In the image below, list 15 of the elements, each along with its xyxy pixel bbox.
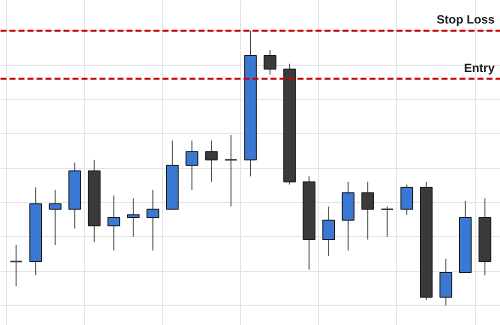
candlestick	[146, 190, 160, 251]
candlestick	[224, 134, 238, 208]
candlestick	[205, 140, 218, 182]
candlestick	[126, 198, 140, 238]
candlestick	[186, 140, 198, 191]
ref-line-label: Entry	[464, 60, 495, 75]
candlestick	[48, 190, 62, 246]
candlestick	[264, 49, 276, 76]
candlestick	[361, 181, 374, 240]
ref-line-label: Stop Loss	[436, 12, 495, 27]
candlestick	[10, 244, 23, 287]
candlestick	[400, 184, 414, 216]
candlestick	[322, 206, 335, 256]
candlestick	[107, 195, 120, 251]
candlestick	[380, 206, 394, 238]
